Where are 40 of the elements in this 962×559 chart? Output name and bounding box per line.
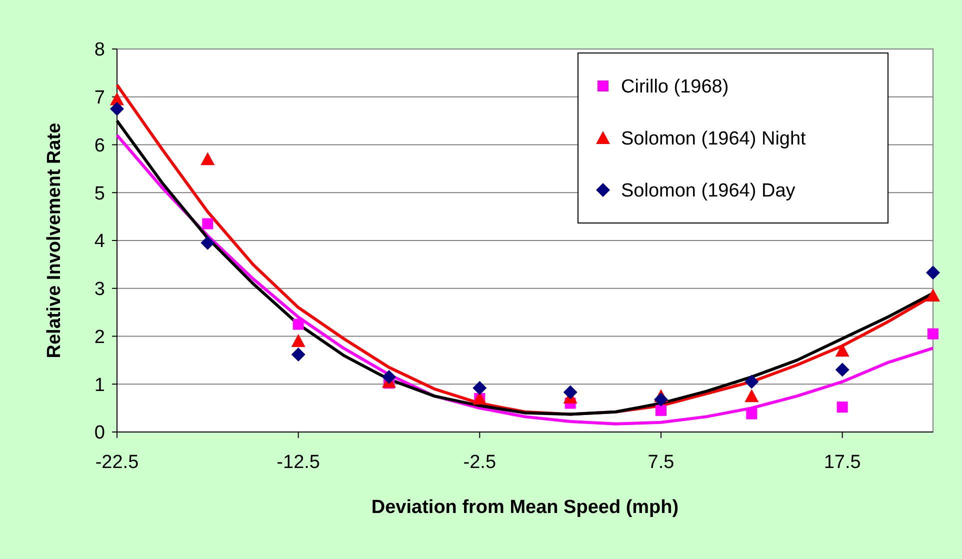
y-tick-label: 0 — [94, 422, 105, 444]
legend-label: Solomon (1964) Day — [621, 180, 796, 202]
x-tick-label: -12.5 — [276, 452, 320, 473]
point — [110, 102, 124, 116]
x-axis-title: Deviation from Mean Speed (mph) — [371, 497, 679, 518]
point — [200, 236, 215, 250]
point — [926, 266, 940, 280]
y-tick-label: 1 — [94, 374, 105, 396]
point — [836, 402, 848, 413]
point — [656, 404, 666, 416]
point — [744, 374, 759, 389]
point — [563, 385, 578, 400]
x-tick-label: -22.5 — [95, 452, 139, 473]
y-tick-label: 3 — [94, 279, 105, 300]
point — [200, 152, 215, 166]
y-tick-label: 4 — [94, 231, 106, 252]
point — [472, 380, 487, 395]
y-tick-label: 5 — [94, 183, 105, 204]
point — [654, 392, 668, 406]
y-tick-label: 2 — [94, 326, 105, 348]
point — [746, 408, 758, 420]
y-tick-label: 7 — [94, 88, 105, 109]
x-tick-label: 17.5 — [824, 452, 861, 473]
x-tick-label: 7.5 — [648, 452, 674, 473]
y-axis-title: Relative Involvement Rate — [44, 122, 65, 358]
legend-label: Solomon (1964) Night — [621, 128, 807, 150]
point — [202, 218, 214, 230]
x-tick-label: -2.5 — [463, 452, 496, 473]
point — [382, 370, 396, 384]
point — [835, 362, 850, 377]
legend-label: Cirillo (1968) — [621, 76, 729, 98]
point — [292, 318, 304, 330]
point — [926, 288, 940, 302]
point — [291, 334, 306, 348]
point — [291, 347, 306, 362]
point — [928, 328, 938, 340]
y-tick-label: 8 — [94, 40, 105, 61]
point — [744, 389, 759, 402]
y-tick-label: 6 — [94, 135, 105, 156]
point — [835, 344, 850, 357]
